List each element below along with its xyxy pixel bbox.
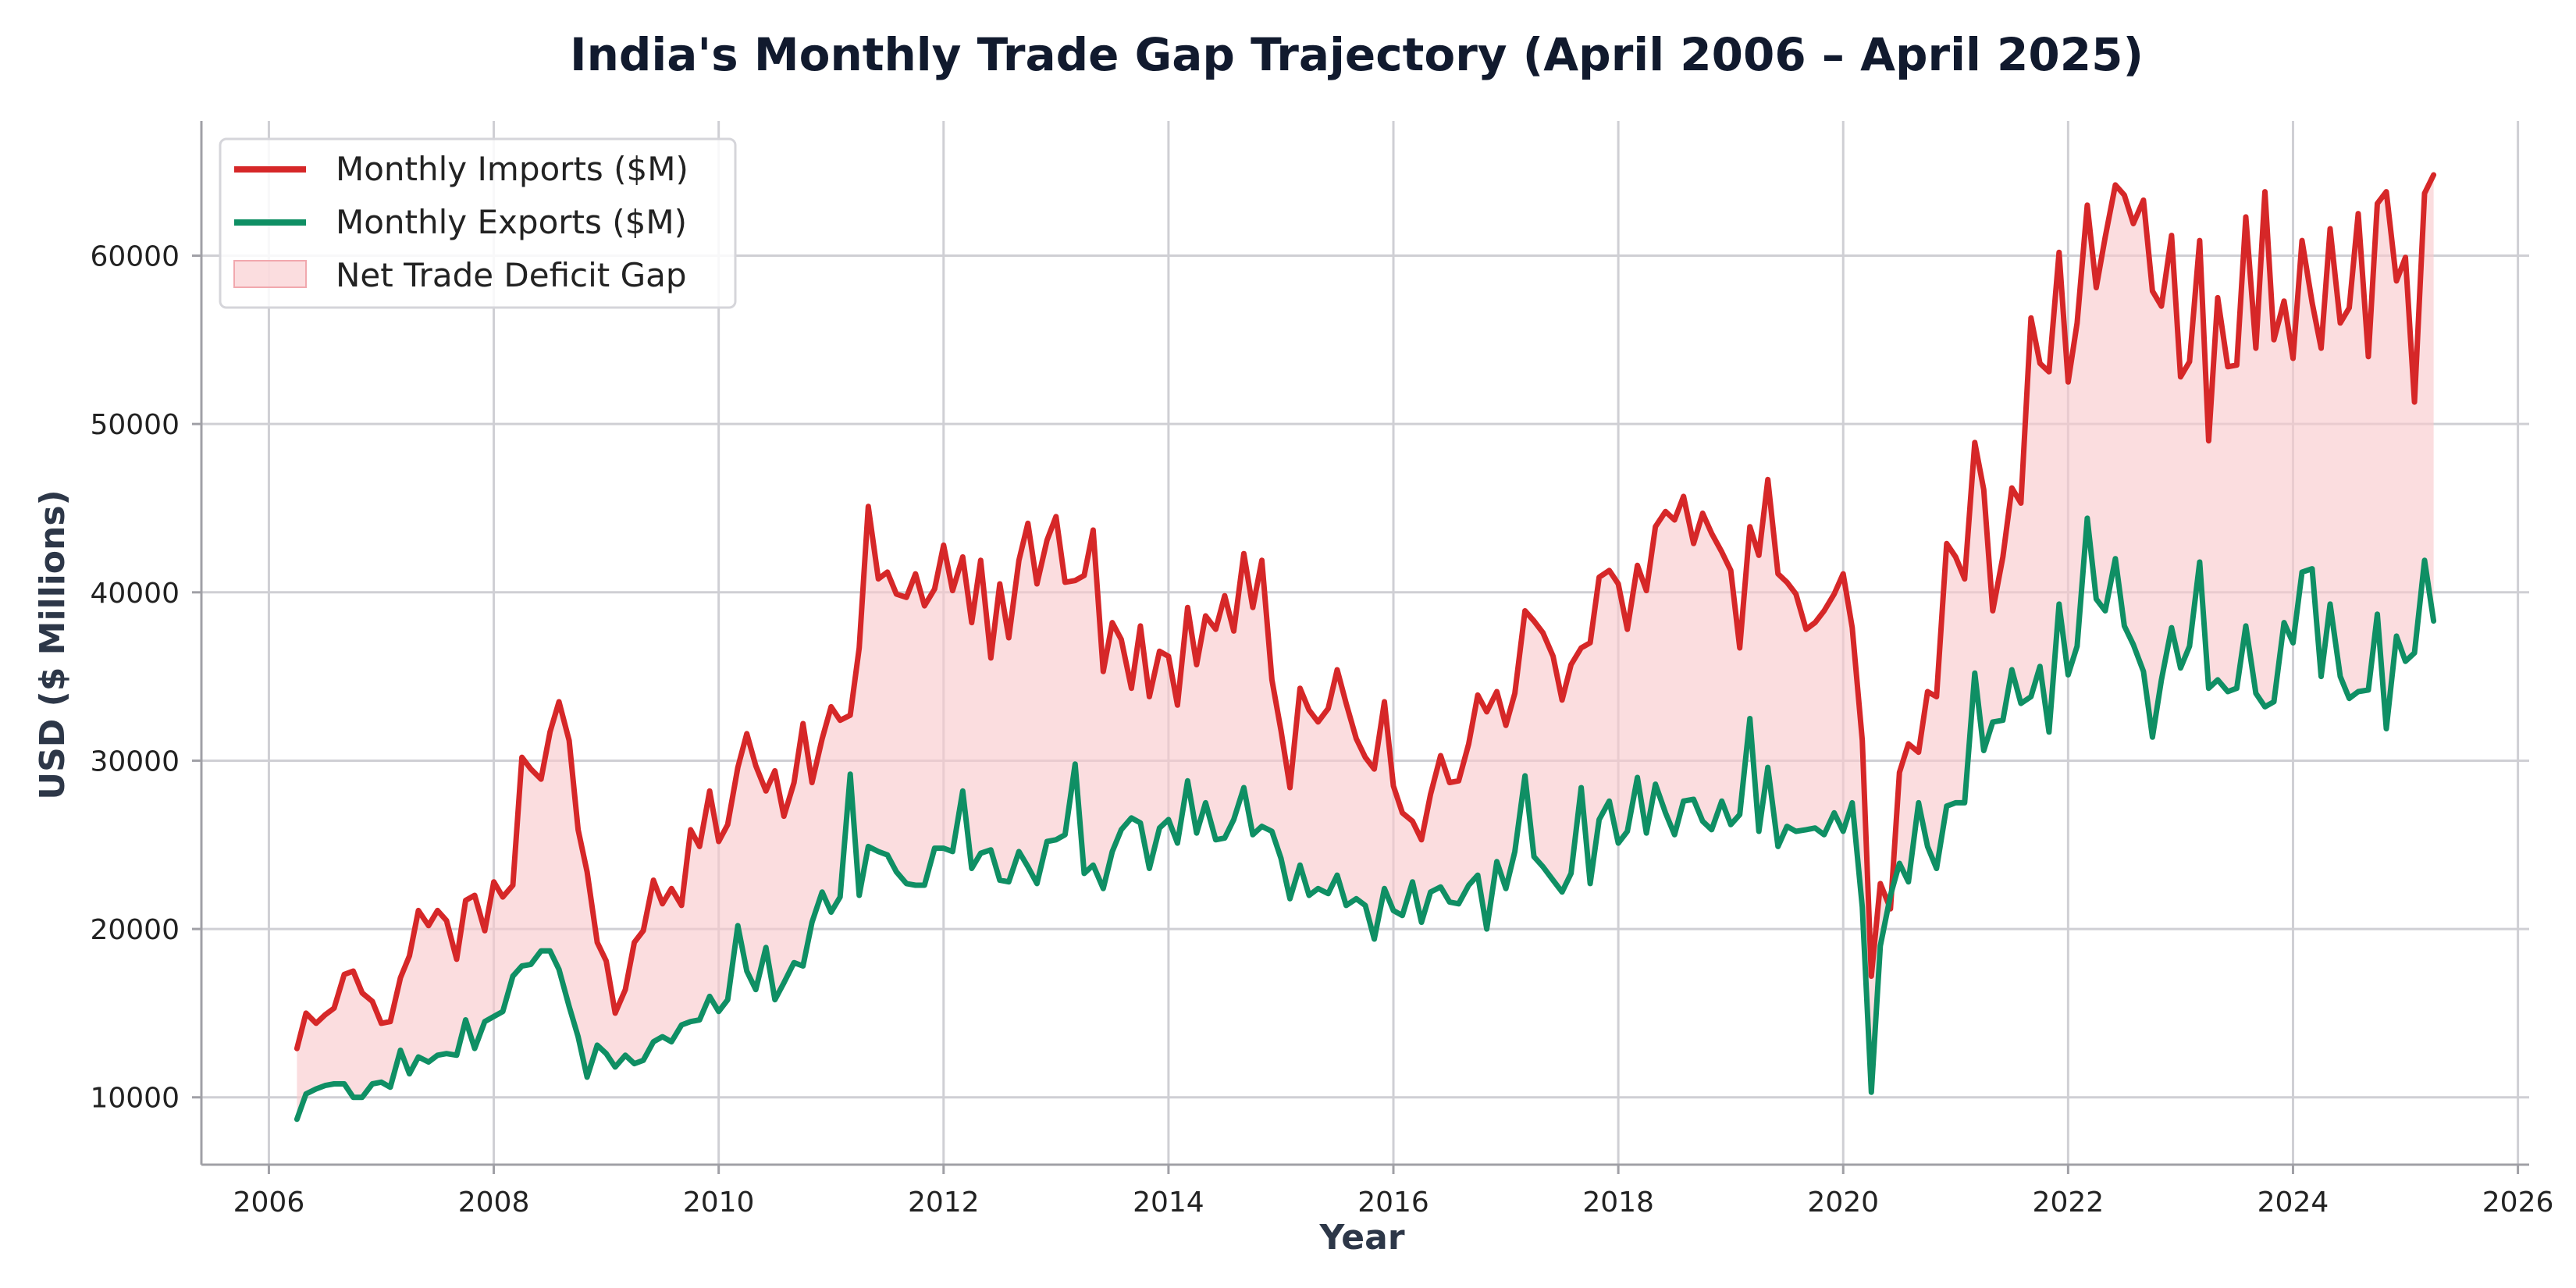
legend-exports-label: Monthly Exports ($M): [336, 203, 687, 241]
y-tick-label-40000: 40000: [90, 578, 180, 610]
y-tick-label-30000: 30000: [90, 745, 180, 777]
legend: Monthly Imports ($M) Monthly Exports ($M…: [219, 137, 737, 309]
y-axis-label: USD ($ Millions): [33, 489, 73, 799]
x-tick-label-2008: 2008: [458, 1187, 530, 1219]
x-tick-label-2024: 2024: [2258, 1187, 2329, 1219]
x-tick-label-2006: 2006: [233, 1187, 305, 1219]
x-tick-label-2022: 2022: [2033, 1187, 2105, 1219]
deficit-gap-area: [297, 175, 2434, 1119]
series-lines: [294, 172, 2437, 1123]
x-tick-label-2020: 2020: [1807, 1187, 1879, 1219]
imports-line: [294, 172, 2437, 1051]
y-tick-label-60000: 60000: [90, 241, 180, 273]
x-tick-label-2018: 2018: [1582, 1187, 1654, 1219]
axis-spines: [200, 121, 2529, 1166]
exports-line: [294, 515, 2437, 1123]
y-tick-label-50000: 50000: [90, 409, 180, 441]
x-axis-label: Year: [1318, 1218, 1404, 1258]
tick-labels: 2006 2008 2010 2012 2014 2016 2018 2020 2022 2024…: [90, 241, 2553, 1219]
x-tick-label-2012: 2012: [908, 1187, 980, 1219]
y-tick-label-10000: 10000: [90, 1083, 180, 1115]
legend-deficit-swatch: [233, 260, 307, 288]
y-tick-label-20000: 20000: [90, 914, 180, 946]
x-tick-label-2016: 2016: [1357, 1187, 1429, 1219]
legend-box: [219, 137, 737, 309]
legend-deficit-label: Net Trade Deficit Gap: [336, 256, 687, 294]
deficit-fill-area: [297, 175, 2434, 1119]
chart-title: India's Monthly Trade Gap Trajectory (Ap…: [570, 28, 2144, 81]
x-tick-label-2014: 2014: [1133, 1187, 1204, 1219]
x-tick-label-2010: 2010: [683, 1187, 755, 1219]
x-tick-label-2026: 2026: [2482, 1187, 2554, 1219]
legend-imports-label: Monthly Imports ($M): [336, 150, 688, 188]
